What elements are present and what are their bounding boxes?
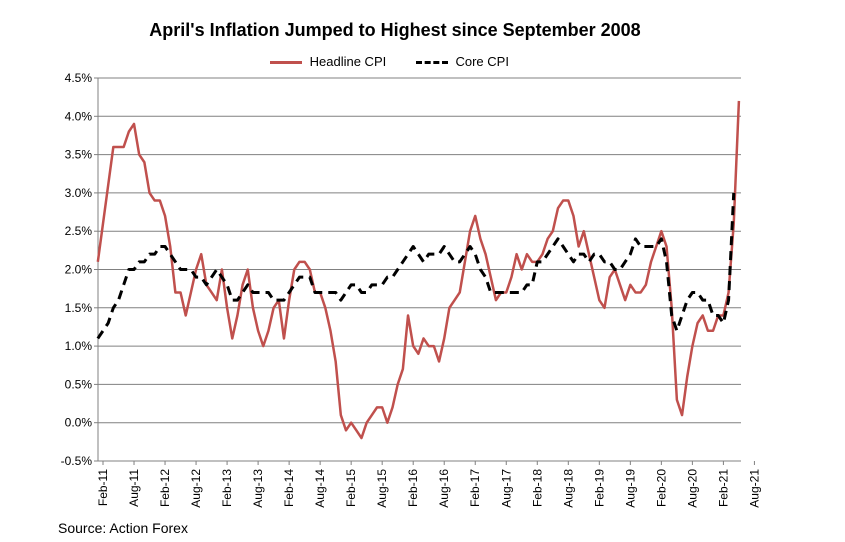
x-tick-label-15: Aug-18 [561,469,575,508]
legend-item-headline: Headline CPI [270,54,386,69]
tick-labels: -0.5% 0.0% 0.5% 1.0% 1.5% 2.0% 2.5% 3.0% 3.5% 4.0… [61,71,762,508]
legend-item-core: Core CPI [415,54,509,70]
legend-swatch-headline [270,61,302,65]
x-tick-label-11: Aug-16 [437,469,451,508]
x-tick-label-14: Feb-18 [530,469,544,507]
x-tick-label-2: Feb-12 [158,469,172,507]
y-tick-label-8: 3.5% [65,148,93,162]
x-tick-label-1: Aug-11 [127,469,141,507]
legend-label-headline: Headline CPI [309,54,387,70]
source-note: Source: Action Forex [58,520,188,536]
y-tick-label-4: 1.5% [65,301,93,315]
x-tick-label-17: Aug-19 [623,469,637,508]
x-tick-label-0: Feb-11 [96,469,110,506]
x-tick-label-12: Feb-17 [468,469,482,507]
x-tick-label-16: Feb-19 [592,469,606,507]
series-line-core-cpi [96,192,736,340]
y-tick-label-1: 0.0% [65,416,93,430]
legend-label-core: Core CPI [455,54,509,70]
y-tick-label-9: 4.0% [65,109,93,123]
x-tick-label-10: Feb-16 [406,469,420,507]
x-tick-label-6: Feb-14 [282,469,296,507]
gridlines [98,77,741,462]
series-line-headline-cpi [96,100,741,440]
x-tick-label-7: Aug-14 [313,469,327,508]
series-lines [96,100,741,440]
x-tick-label-13: Aug-17 [499,469,513,508]
y-tick-label-3: 1.0% [65,339,93,353]
x-tick-label-9: Aug-15 [375,469,389,508]
y-tick-label-5: 2.0% [65,263,93,277]
y-tick-label-2: 0.5% [65,377,93,391]
y-tick-label-0: -0.5% [61,454,93,468]
y-tick-label-7: 3.0% [65,186,93,200]
x-tick-label-21: Aug-21 [747,469,761,508]
axes [94,77,755,465]
x-tick-label-4: Feb-13 [220,469,234,507]
chart-title: April's Inflation Jumped to Highest sinc… [149,20,641,40]
x-tick-label-5: Aug-13 [251,469,265,508]
x-tick-label-19: Aug-20 [685,469,699,508]
x-tick-label-3: Aug-12 [189,469,203,508]
legend: Headline CPI Core CPI [270,53,535,69]
legend-swatch-core [415,61,448,65]
x-tick-label-20: Feb-21 [716,469,730,507]
x-tick-label-8: Feb-15 [344,469,358,507]
x-tick-label-18: Feb-20 [654,469,668,507]
y-tick-label-10: 4.5% [65,71,93,85]
y-tick-label-6: 2.5% [65,224,93,238]
